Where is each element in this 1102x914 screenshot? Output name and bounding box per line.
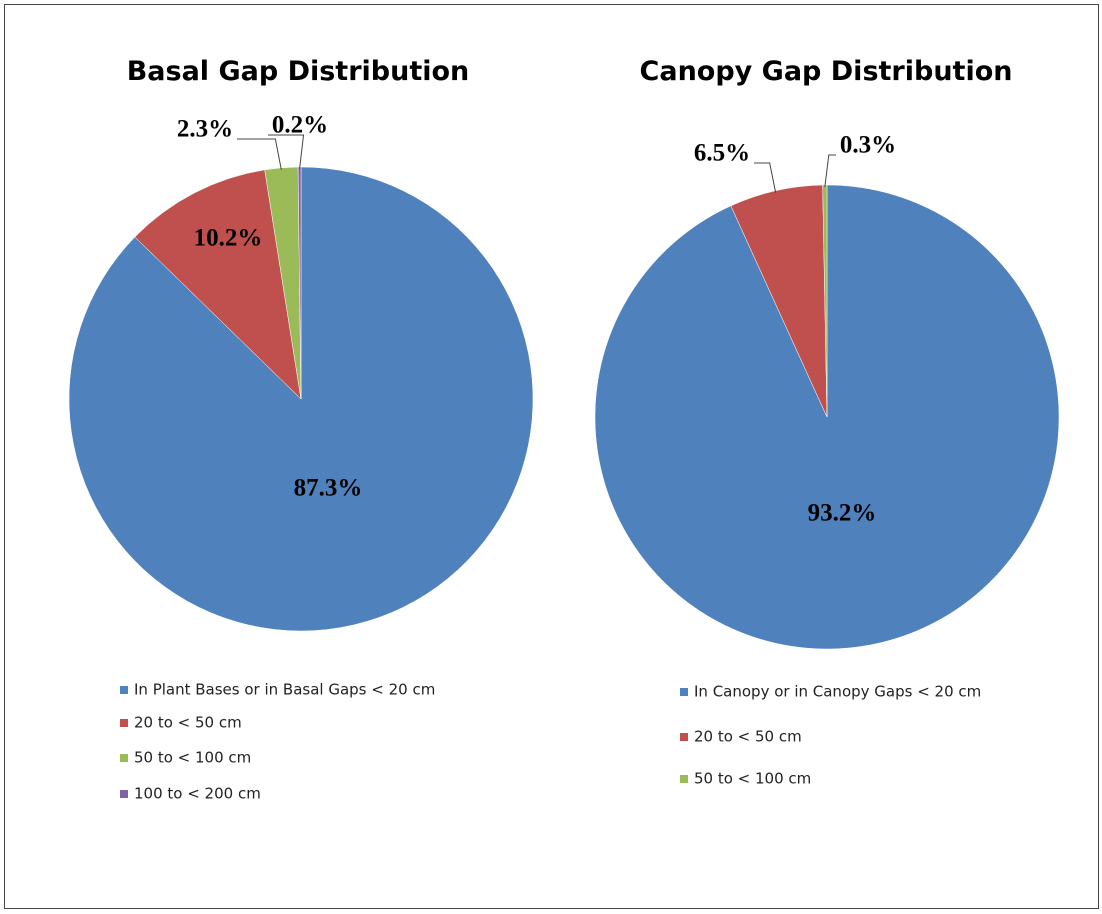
data-label: 87.3% bbox=[294, 475, 363, 502]
legend-swatch bbox=[120, 719, 128, 727]
legend-label: In Plant Bases or in Basal Gaps < 20 cm bbox=[134, 681, 435, 699]
leader-line bbox=[824, 154, 836, 188]
legend-label: 50 to < 100 cm bbox=[694, 770, 811, 788]
leader-line bbox=[754, 162, 777, 193]
legend-label: 20 to < 50 cm bbox=[694, 728, 802, 746]
data-label: 93.2% bbox=[808, 500, 877, 527]
legend-swatch bbox=[680, 775, 688, 783]
data-label: 2.3% bbox=[177, 116, 233, 143]
legend-swatch bbox=[680, 688, 688, 696]
leader-line bbox=[268, 134, 305, 170]
legend-label: 20 to < 50 cm bbox=[134, 714, 242, 732]
chart-title: Canopy Gap Distribution bbox=[640, 56, 1013, 87]
data-label: 6.5% bbox=[694, 140, 750, 167]
legend-swatch bbox=[120, 790, 128, 798]
legend-swatch bbox=[680, 733, 688, 741]
legend-swatch bbox=[120, 754, 128, 762]
legend-label: In Canopy or in Canopy Gaps < 20 cm bbox=[694, 683, 981, 701]
legend-label: 50 to < 100 cm bbox=[134, 749, 251, 767]
pie-slice bbox=[134, 169, 302, 400]
legend-swatch bbox=[120, 686, 128, 694]
data-label: 10.2% bbox=[194, 225, 263, 252]
data-label: 0.3% bbox=[840, 132, 896, 159]
data-label: 0.2% bbox=[272, 112, 328, 139]
chart-title: Basal Gap Distribution bbox=[127, 56, 470, 87]
legend-label: 100 to < 200 cm bbox=[134, 785, 261, 803]
leader-line bbox=[237, 138, 282, 170]
